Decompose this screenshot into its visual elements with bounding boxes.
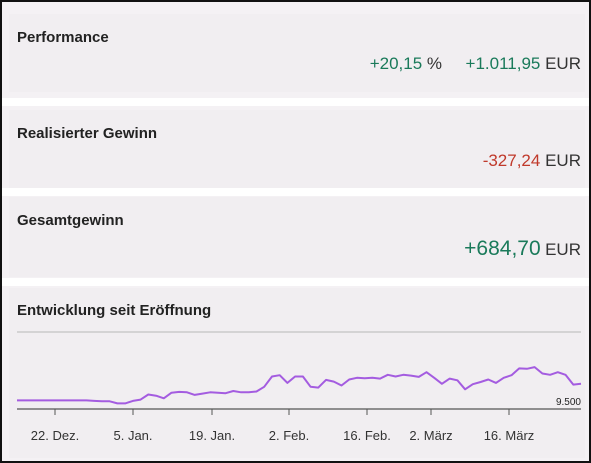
total-gain-card: Gesamtgewinn +684,70 EUR xyxy=(9,197,585,277)
chart-x-tick-label: 2. Feb. xyxy=(269,428,309,443)
chart-x-tick-label: 16. Feb. xyxy=(343,428,391,443)
realized-gain-unit: EUR xyxy=(545,151,581,170)
total-gain-title: Gesamtgewinn xyxy=(17,212,124,229)
performance-chart[interactable]: 9.500 22. Dez. 5. Jan. 19. Jan. 2. Feb. 16. F… xyxy=(9,288,585,458)
total-gain-value: +684,70 xyxy=(464,237,541,260)
total-gain-unit: EUR xyxy=(545,240,581,259)
chart-x-tick-label: 19. Jan. xyxy=(189,428,235,443)
realized-gain-value: -327,24 xyxy=(482,151,541,170)
performance-percent-value: +20,15 xyxy=(369,54,423,73)
performance-percent-unit: % xyxy=(426,54,443,73)
chart-x-tick-label: 16. März xyxy=(484,428,535,443)
performance-values: +20,15 % +1.011,95 EUR xyxy=(370,54,581,74)
performance-amount-unit: EUR xyxy=(545,54,581,73)
chart-y-tick-label: 9.500 xyxy=(556,397,581,408)
total-gain-values: +684,70 EUR xyxy=(464,237,581,261)
realized-gain-card: Realisierter Gewinn -327,24 EUR xyxy=(9,110,585,188)
chart-series-line xyxy=(17,366,582,405)
divider xyxy=(2,188,589,196)
divider xyxy=(2,278,589,286)
chart-title: Entwicklung seit Eröffnung xyxy=(17,302,212,319)
chart-card: Entwicklung seit Eröffnung 9.500 22. Dez.… xyxy=(9,288,585,458)
performance-title: Performance xyxy=(17,29,109,46)
realized-gain-title: Realisierter Gewinn xyxy=(17,125,158,142)
divider xyxy=(2,98,589,106)
chart-x-tick-label: 22. Dez. xyxy=(31,428,79,443)
chart-x-tick-label: 2. März xyxy=(409,428,452,443)
performance-card: Performance +20,15 % +1.011,95 EUR xyxy=(9,14,585,92)
performance-amount-value: +1.011,95 xyxy=(465,54,541,73)
realized-gain-values: -327,24 EUR xyxy=(483,151,581,171)
chart-x-tick-label: 5. Jan. xyxy=(113,428,152,443)
